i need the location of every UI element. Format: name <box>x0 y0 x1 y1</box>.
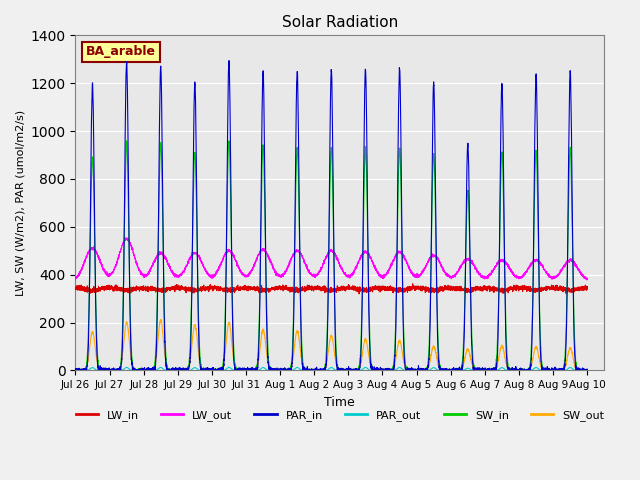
X-axis label: Time: Time <box>324 396 355 408</box>
Title: Solar Radiation: Solar Radiation <box>282 15 398 30</box>
Y-axis label: LW, SW (W/m2), PAR (umol/m2/s): LW, SW (W/m2), PAR (umol/m2/s) <box>15 110 25 296</box>
Legend: LW_in, LW_out, PAR_in, PAR_out, SW_in, SW_out: LW_in, LW_out, PAR_in, PAR_out, SW_in, S… <box>71 406 609 425</box>
Text: BA_arable: BA_arable <box>86 46 156 59</box>
